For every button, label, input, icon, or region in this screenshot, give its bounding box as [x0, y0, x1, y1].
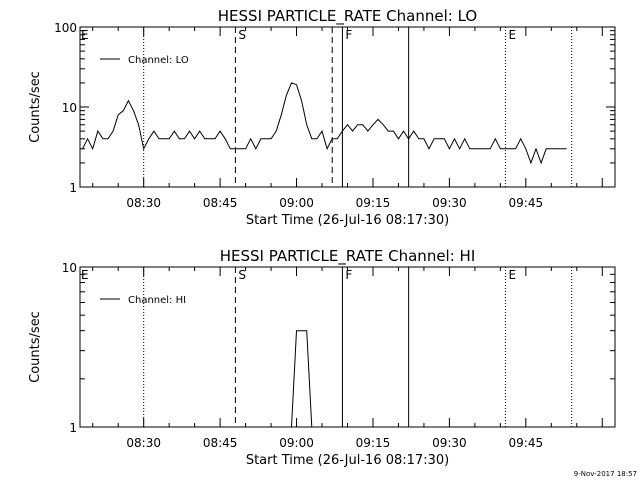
- legend-label: Channel: LO: [128, 55, 189, 66]
- legend-label: Channel: HI: [128, 295, 186, 306]
- x-tick-label: 09:00: [279, 436, 314, 450]
- hi-channel-panel: HESSI PARTICLE_RATE Channel: HI 1 10 08:30 0…: [28, 247, 616, 468]
- x-tick-label: 08:30: [126, 196, 161, 210]
- y-axis-label: Counts/sec: [28, 71, 43, 143]
- x-tick-label: 09:15: [356, 436, 391, 450]
- x-tick-label: 09:15: [356, 196, 391, 210]
- chart-title: HESSI PARTICLE_RATE Channel: LO: [218, 7, 477, 26]
- y-tick-label: 10: [62, 261, 77, 275]
- lo-channel-panel: HESSI PARTICLE_RATE Channel: LO 1 10 100 08:…: [28, 7, 616, 228]
- x-tick-label: 09:45: [509, 196, 544, 210]
- plot-frame: [79, 266, 616, 428]
- x-tick-label: 08:30: [126, 436, 161, 450]
- chart-title: HESSI PARTICLE_RATE Channel: HI: [220, 247, 476, 266]
- y-tick-label: 1: [69, 181, 77, 195]
- marker-flag-label: E: [508, 268, 516, 282]
- marker-flag-label: F: [345, 28, 352, 42]
- corner-flag-label: E: [81, 28, 89, 42]
- y-tick-label: 10: [62, 101, 77, 115]
- corner-flag-label: E: [81, 268, 89, 282]
- date-stamp: 9-Nov-2017 18:57: [574, 470, 637, 478]
- x-axis-label: Start Time (26-Jul-16 08:17:30): [246, 213, 449, 228]
- series-line: [286, 330, 317, 428]
- x-axis-label: Start Time (26-Jul-16 08:17:30): [246, 453, 449, 468]
- marker-flag-label: S: [238, 268, 246, 282]
- x-tick-label: 08:45: [203, 436, 238, 450]
- x-tick-label: 08:45: [203, 196, 238, 210]
- x-tick-label: 09:00: [279, 196, 314, 210]
- x-tick-label: 09:45: [509, 436, 544, 450]
- y-tick-label: 1: [69, 421, 77, 435]
- y-tick-label: 100: [54, 21, 77, 35]
- series-line: [82, 82, 567, 165]
- marker-flag-label: F: [345, 268, 352, 282]
- marker-flag-label: S: [238, 28, 246, 42]
- plot-frame: [79, 26, 616, 188]
- y-axis-label: Counts/sec: [28, 311, 43, 383]
- x-tick-label: 09:30: [432, 436, 467, 450]
- marker-flag-label: E: [508, 28, 516, 42]
- x-tick-label: 09:30: [432, 196, 467, 210]
